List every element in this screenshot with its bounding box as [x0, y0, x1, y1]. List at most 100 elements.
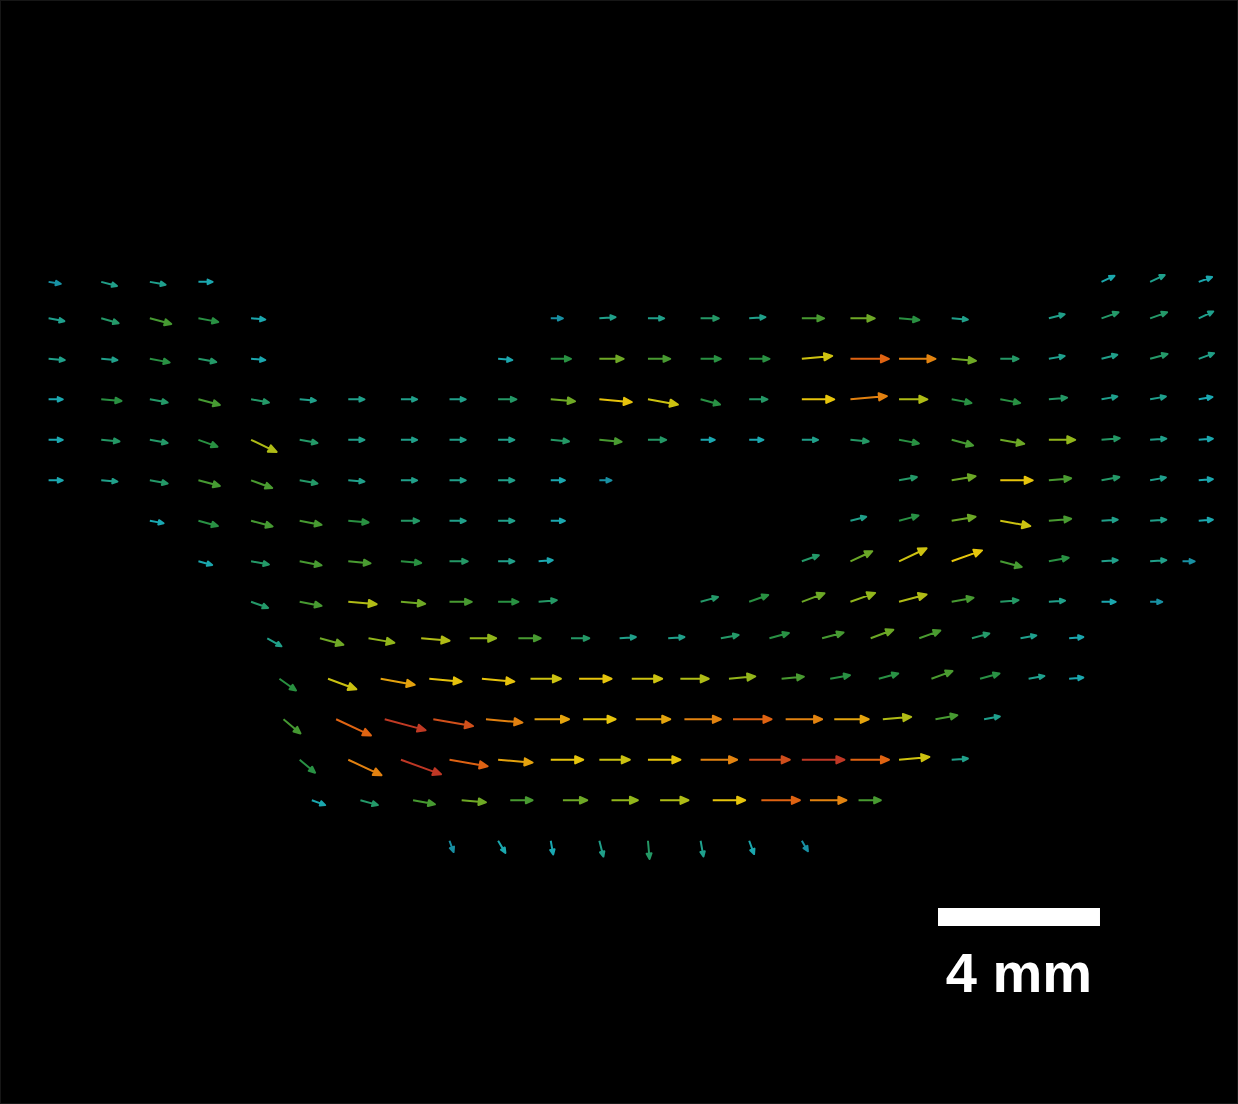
vector-arrow: [1069, 676, 1083, 680]
vector-arrow: [551, 756, 583, 763]
vector-arrow: [830, 674, 850, 679]
vector-arrow: [1150, 437, 1166, 441]
vector-arrow: [401, 438, 417, 443]
vector-arrow: [660, 797, 688, 804]
vector-arrow: [802, 555, 819, 562]
vector-arrow: [1000, 521, 1030, 528]
vector-arrow: [749, 594, 768, 601]
vector-arrow: [510, 797, 532, 803]
vector-arrow: [599, 398, 631, 405]
vector-arrow: [802, 396, 834, 403]
vector-arrow: [401, 600, 425, 607]
vector-arrow: [1102, 395, 1118, 399]
vector-arrow: [612, 797, 638, 804]
vector-arrow: [450, 559, 468, 564]
vector-arrow: [450, 760, 488, 769]
vector-arrow: [599, 356, 623, 363]
vector-arrow: [749, 356, 769, 361]
vector-arrow: [150, 520, 164, 524]
vector-arrow: [150, 480, 168, 485]
vector-arrow: [701, 438, 715, 443]
vector-arrow: [429, 677, 461, 684]
vector-arrow: [599, 756, 629, 763]
vector-arrow: [1000, 356, 1018, 361]
vector-arrow: [251, 357, 265, 361]
vector-arrow: [834, 716, 868, 723]
vector-arrow: [486, 718, 522, 725]
vector-arrow: [498, 559, 514, 564]
vector-arrow: [1102, 276, 1115, 282]
vector-arrow: [599, 438, 621, 444]
chart: 4 mm: [0, 0, 1238, 1104]
vector-arrow: [810, 797, 846, 804]
vector-arrow: [401, 397, 417, 402]
vector-arrow: [733, 716, 771, 723]
background: [0, 0, 1238, 1104]
vector-arrow: [450, 397, 466, 402]
vector-arrow: [931, 671, 952, 679]
vector-arrow: [1049, 556, 1069, 561]
vector-arrow: [1069, 635, 1083, 639]
vector-arrow: [1000, 399, 1020, 404]
vector-arrow: [1199, 477, 1213, 481]
vector-arrow: [802, 438, 818, 443]
vector-arrow: [802, 756, 845, 763]
vector-arrow: [450, 519, 466, 524]
vector-arrow: [320, 638, 343, 646]
vector-arrow: [850, 393, 886, 400]
vector-arrow: [701, 399, 720, 405]
vector-arrow: [198, 399, 219, 406]
vector-arrow: [413, 800, 435, 806]
vector-arrow: [729, 674, 755, 681]
vector-arrow: [952, 474, 976, 480]
vector-arrow: [1102, 312, 1119, 319]
vector-arrow: [1029, 675, 1045, 679]
vector-arrow: [571, 636, 589, 641]
vector-arrow: [328, 679, 356, 690]
vector-arrow: [251, 521, 272, 528]
vector-arrow: [312, 800, 325, 805]
vector-arrow: [668, 635, 684, 639]
vector-arrow: [1000, 598, 1018, 603]
vector-arrow: [883, 714, 911, 721]
vector-arrow: [498, 357, 512, 361]
vector-arrow: [369, 638, 395, 645]
vector-arrow: [49, 438, 63, 443]
vector-arrow: [701, 356, 721, 361]
vector-arrow: [498, 397, 516, 402]
vector-arrow: [850, 438, 868, 443]
vector-arrow: [859, 797, 881, 803]
vector-arrow: [919, 630, 940, 638]
vector-arrow: [802, 353, 832, 360]
vector-arrow: [761, 797, 799, 804]
vector-arrow: [648, 437, 666, 442]
vector-arrow: [300, 440, 318, 445]
vector-arrow: [899, 355, 935, 362]
vector-arrow: [551, 438, 569, 443]
vector-arrow: [450, 478, 466, 483]
vector-arrow: [1049, 355, 1065, 359]
vector-arrow: [498, 438, 514, 443]
vector-arrow: [401, 478, 417, 483]
vector-arrow: [1150, 275, 1165, 282]
vector-arrow: [550, 841, 554, 855]
vector-arrow: [300, 760, 315, 773]
vector-arrow: [749, 315, 765, 319]
vector-arrow: [1049, 313, 1065, 318]
vector-arrow: [1102, 436, 1120, 441]
vector-arrow: [850, 516, 866, 521]
vector-arrow: [401, 518, 419, 523]
vector-arrow: [850, 315, 874, 322]
vector-arrow: [952, 596, 974, 602]
vector-arrow: [1150, 476, 1166, 480]
vector-arrow: [1102, 518, 1118, 522]
vector-arrow: [579, 675, 611, 682]
vector-arrow: [198, 318, 218, 323]
vector-arrow: [539, 598, 557, 603]
vector-arrow: [348, 519, 368, 524]
vector-arrow: [1199, 311, 1214, 318]
vector-arrow: [300, 398, 316, 402]
vector-arrow: [648, 356, 670, 362]
vector-arrow: [713, 797, 745, 804]
vector-arrow: [551, 356, 571, 361]
